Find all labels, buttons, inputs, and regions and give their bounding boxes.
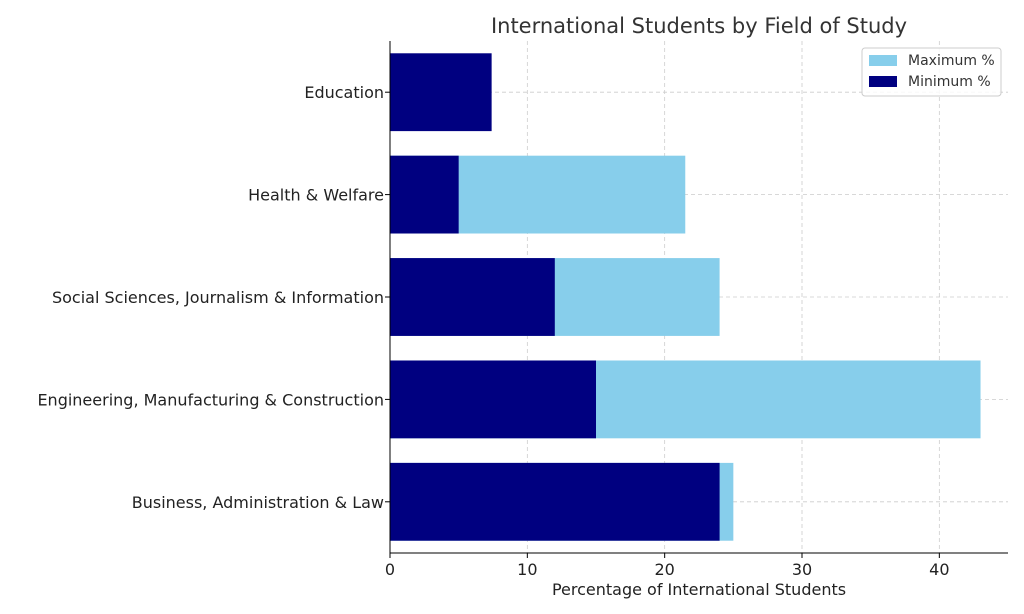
legend-swatch <box>869 76 897 87</box>
bar <box>390 53 492 132</box>
chart-title: International Students by Field of Study <box>491 14 907 38</box>
legend-label: Maximum % <box>908 53 995 69</box>
y-tick-label: Social Sciences, Journalism & Informatio… <box>52 288 384 307</box>
y-tick-label: Health & Welfare <box>248 186 384 205</box>
x-tick-label: 30 <box>792 560 812 579</box>
y-tick-label: Engineering, Manufacturing & Constructio… <box>37 390 384 409</box>
x-tick-label: 40 <box>929 560 949 579</box>
x-tick-label: 0 <box>385 560 395 579</box>
tick-labels: 0 10 20 30 40 Business, Administration & Law E… <box>37 83 949 579</box>
bars <box>390 53 981 541</box>
x-axis-label: Percentage of International Students <box>552 580 846 599</box>
bar <box>390 258 555 336</box>
x-tick-label: 10 <box>517 560 537 579</box>
axes <box>385 41 1008 558</box>
bar <box>390 360 596 439</box>
y-tick-label: Business, Administration & Law <box>132 493 384 512</box>
bar <box>390 155 459 234</box>
legend: Maximum % Minimum % <box>861 47 1002 97</box>
legend-swatch <box>869 55 897 66</box>
bar <box>390 462 720 541</box>
legend-label: Minimum % <box>908 74 991 90</box>
y-tick-label: Education <box>304 83 384 102</box>
x-tick-label: 20 <box>654 560 674 579</box>
